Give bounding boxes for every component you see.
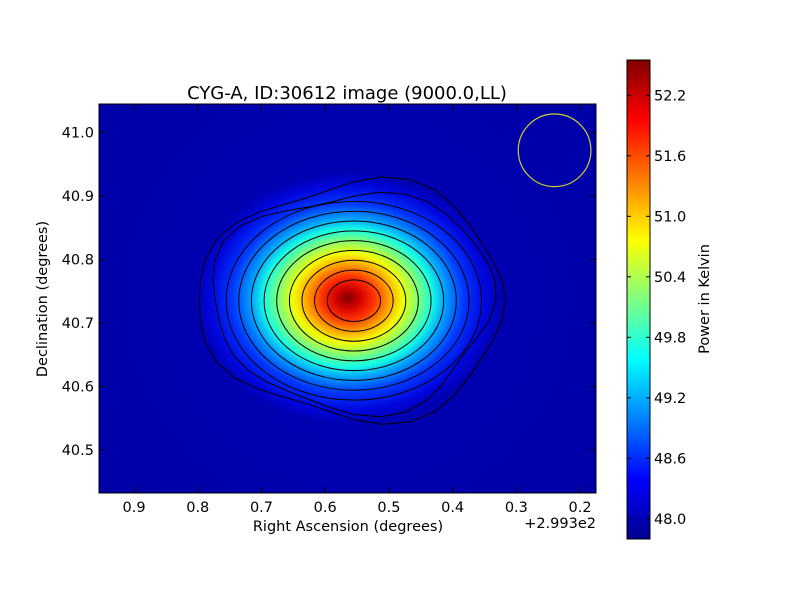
colorbar-tick-label: 50.4 [654,270,686,286]
contour-line [225,200,483,401]
colorbar-tick-label: 51.0 [654,209,686,225]
x-axis-label: Right Ascension (degrees) [253,519,443,535]
y-tick-label: 41.0 [62,126,94,142]
contour-line [276,240,432,362]
beam-circle [517,113,592,188]
y-tick-label: 40.6 [62,379,94,395]
contour-line [314,269,394,332]
x-tick-label: 0.8 [186,500,209,516]
colorbar-tick-label: 48.0 [654,512,686,528]
contour-line [250,220,457,381]
plot-frame [98,103,597,494]
heatmap-source [196,173,500,423]
colorbar-tick-label: 51.6 [654,149,686,165]
colorbar-tick-label: 49.2 [654,391,686,407]
contour-line [238,210,470,391]
x-tick-label: 0.9 [123,500,146,516]
colorbar: 48.0 48.6 49.2 49.8 50.4 51.0 51.6 52.2 Power i… [626,59,713,540]
y-tick-label: 40.5 [62,443,94,459]
y-axis-label: Declination (degrees) [35,221,51,377]
colorbar-tick-label: 48.6 [654,451,686,467]
contour-line [301,259,407,342]
x-tick-label: 0.5 [377,500,400,516]
contour-line [198,176,506,425]
y-tick-label: 40.7 [62,316,94,332]
x-axis: 0.9 0.8 0.7 0.6 0.5 0.4 0.3 0.2 [123,104,592,516]
colorbar-gradient [626,59,651,540]
contour-line [212,191,497,418]
colorbar-label: Power in Kelvin [697,244,713,354]
plot-area [99,104,596,493]
y-tick-label: 40.8 [62,252,94,268]
contour-line [326,279,381,323]
y-tick-label: 40.9 [62,189,94,205]
colorbar-ticks: 48.0 48.6 49.2 49.8 50.4 51.0 51.6 52.2 [627,88,686,528]
x-tick-label: 0.4 [441,500,464,516]
x-tick-label: 0.6 [314,500,337,516]
x-axis-offset-label: +2.993e2 [524,516,596,532]
colorbar-tick-label: 49.8 [654,330,686,346]
chart-title: CYG-A, ID:30612 image (9000.0,LL) [187,83,507,104]
contour-lines [198,176,506,425]
x-tick-label: 0.3 [505,500,528,516]
contour-line [288,249,419,352]
contour-line [263,230,445,372]
y-axis: 40.5 40.6 40.7 40.8 40.9 41.0 [62,126,596,459]
colorbar-tick-label: 52.2 [654,88,686,104]
x-tick-label: 0.7 [250,500,273,516]
x-tick-label: 0.2 [569,500,592,516]
